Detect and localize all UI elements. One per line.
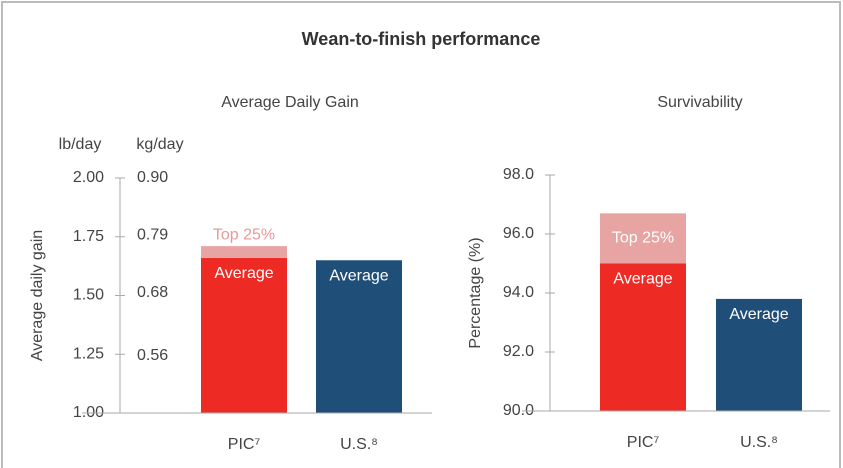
bar-segment xyxy=(716,298,802,411)
x-tick-label: U.S.⁸ xyxy=(740,434,778,451)
y-tick-label: 90.0 xyxy=(503,402,534,419)
segment-label: Average xyxy=(329,267,388,284)
segment-label: Top 25% xyxy=(612,230,674,247)
bar-segment xyxy=(600,213,686,264)
y-tick-label: 1.25 xyxy=(73,345,104,362)
y2-unit: kg/day xyxy=(136,136,183,153)
x-tick-label: U.S.⁸ xyxy=(340,436,378,453)
y-tick-label: 1.50 xyxy=(73,287,104,304)
subplot-title: Survivability xyxy=(657,94,742,111)
y-axis-label: Average daily gain xyxy=(29,230,46,361)
segment-label: Average xyxy=(214,265,273,282)
y2-tick-label: 0.90 xyxy=(137,169,168,186)
y-tick-label: 94.0 xyxy=(503,284,534,301)
y-tick-label: 96.0 xyxy=(503,225,534,242)
bar-segment xyxy=(316,260,402,413)
y2-tick-label: 0.56 xyxy=(137,347,168,364)
page-title: Wean-to-finish performance xyxy=(302,29,541,49)
y-tick-label: 98.0 xyxy=(503,166,534,183)
x-tick-label: PIC⁷ xyxy=(627,434,660,451)
y-tick-label: 92.0 xyxy=(503,343,534,360)
segment-label: Top 25% xyxy=(213,226,275,243)
bar-segment xyxy=(201,257,287,413)
bar-segment xyxy=(201,246,287,258)
y-axis-label: Percentage (%) xyxy=(467,237,484,348)
y2-tick-label: 0.68 xyxy=(137,284,168,301)
x-tick-label: PIC⁷ xyxy=(228,436,261,453)
segment-label: Average xyxy=(613,271,672,288)
y-tick-label: 1.75 xyxy=(73,228,104,245)
y2-tick-label: 0.79 xyxy=(137,227,168,244)
subplot-title: Average Daily Gain xyxy=(221,94,359,111)
segment-label: Average xyxy=(729,306,788,323)
y-tick-label: 2.00 xyxy=(73,169,104,186)
bar-segment xyxy=(600,263,686,411)
y-unit: lb/day xyxy=(59,136,102,153)
